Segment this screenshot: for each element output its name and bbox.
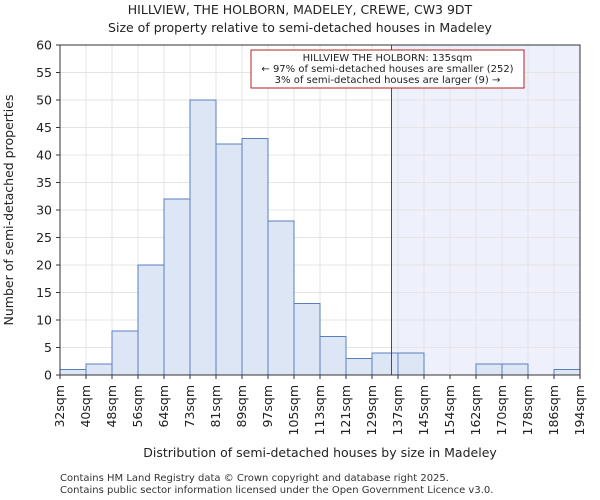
y-tick-label: 50 xyxy=(36,93,52,108)
x-tick-label: 89sqm xyxy=(234,385,249,428)
y-tick-label: 30 xyxy=(36,203,52,218)
y-tick-label: 10 xyxy=(36,313,52,328)
annotation-line-3: 3% of semi-detached houses are larger (9… xyxy=(275,75,501,86)
bar xyxy=(293,303,321,376)
x-axis-label: Distribution of semi-detached houses by … xyxy=(143,445,497,460)
bar xyxy=(59,369,87,376)
x-tick-label: 113sqm xyxy=(312,385,327,435)
bar xyxy=(553,369,581,376)
bar xyxy=(111,330,139,376)
annotation-line-2: ← 97% of semi-detached houses are smalle… xyxy=(261,64,513,75)
x-tick-label: 56sqm xyxy=(130,385,145,428)
footer-line1: Contains HM Land Registry data © Crown c… xyxy=(60,473,449,484)
bar xyxy=(267,220,295,376)
bar xyxy=(319,336,347,376)
bar xyxy=(215,143,243,376)
bar xyxy=(345,358,373,376)
x-tick-label: 105sqm xyxy=(286,385,301,435)
x-tick-label: 121sqm xyxy=(338,385,353,435)
annotation-line-1: HILLVIEW THE HOLBORN: 135sqm xyxy=(303,53,473,64)
x-tick-label: 145sqm xyxy=(416,385,431,435)
bar xyxy=(189,99,217,376)
chart-title-line2: Size of property relative to semi-detach… xyxy=(108,20,493,35)
bar xyxy=(501,363,529,376)
x-tick-label: 48sqm xyxy=(104,385,119,428)
y-tick-label: 55 xyxy=(36,65,52,80)
x-tick-label: 186sqm xyxy=(546,385,561,435)
bar xyxy=(475,363,503,376)
bar xyxy=(85,363,113,376)
y-tick-label: 20 xyxy=(36,258,52,273)
x-tick-label: 129sqm xyxy=(364,385,379,435)
x-tick-label: 40sqm xyxy=(78,385,93,428)
bar xyxy=(371,352,399,376)
y-tick-label: 35 xyxy=(36,175,52,190)
chart-title-line1: HILLVIEW, THE HOLBORN, MADELEY, CREWE, C… xyxy=(128,2,473,17)
y-tick-label: 0 xyxy=(44,368,52,383)
x-tick-label: 81sqm xyxy=(208,385,223,428)
y-tick-label: 60 xyxy=(36,38,52,53)
footer-line2: Contains public sector information licen… xyxy=(60,485,494,496)
x-tick-label: 32sqm xyxy=(52,385,67,428)
x-tick-label: 64sqm xyxy=(156,385,171,428)
x-tick-label: 97sqm xyxy=(260,385,275,428)
bar xyxy=(397,352,425,376)
x-tick-label: 73sqm xyxy=(182,385,197,428)
histogram-chart: HILLVIEW, THE HOLBORN, MADELEY, CREWE, C… xyxy=(1,2,587,460)
bar xyxy=(137,264,165,376)
y-tick-label: 15 xyxy=(36,285,52,300)
x-tick-label: 137sqm xyxy=(390,385,405,435)
x-tick-label: 170sqm xyxy=(494,385,509,435)
y-tick-label: 40 xyxy=(36,148,52,163)
x-tick-label: 178sqm xyxy=(520,385,535,435)
y-axis-label: Number of semi-detached properties xyxy=(1,95,16,326)
annotation-box xyxy=(250,49,525,89)
bar xyxy=(163,198,191,376)
x-tick-label: 162sqm xyxy=(468,385,483,435)
x-tick-label: 194sqm xyxy=(572,385,587,435)
x-tick-label: 154sqm xyxy=(442,385,457,435)
y-tick-label: 45 xyxy=(36,120,52,135)
y-tick-label: 5 xyxy=(44,340,52,355)
bar xyxy=(241,138,269,376)
y-tick-label: 25 xyxy=(36,230,52,245)
